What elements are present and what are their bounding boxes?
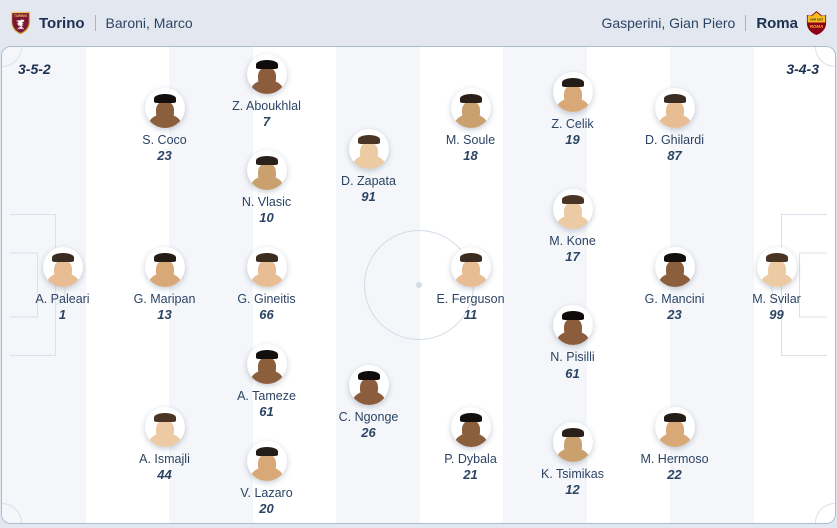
- svg-text:TORINO: TORINO: [14, 14, 28, 18]
- svg-text:ASR 1927: ASR 1927: [810, 18, 824, 22]
- svg-text:ROMA: ROMA: [810, 24, 823, 29]
